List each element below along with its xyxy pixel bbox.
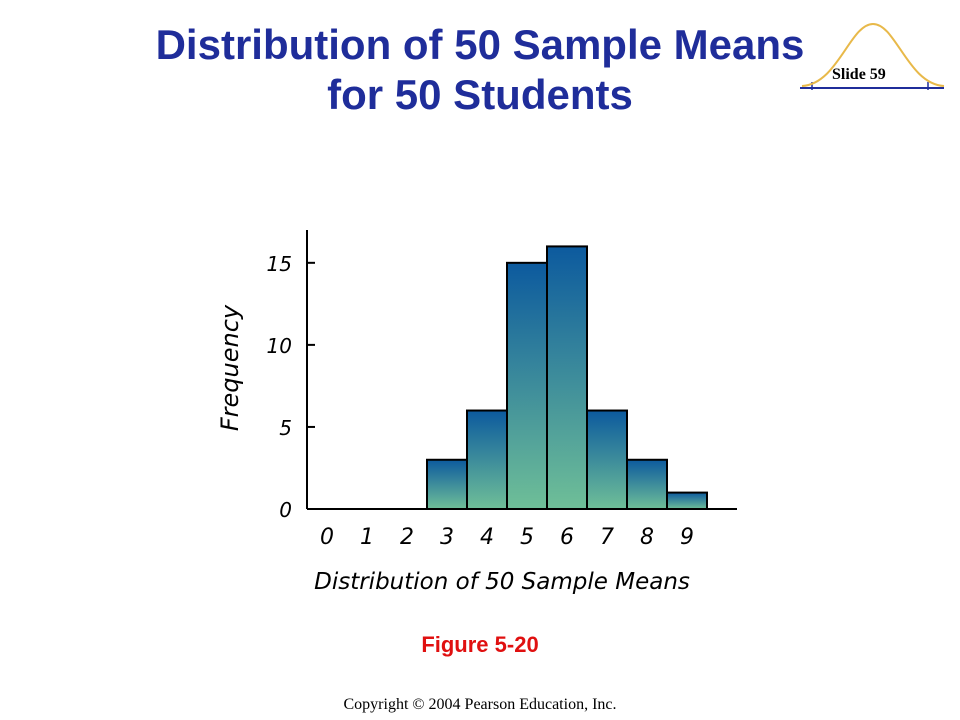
y-tick-label-0: 0 <box>279 498 292 522</box>
x-tick-label-2: 2 <box>400 525 414 550</box>
y-axis-ticks: 0 5 10 15 <box>267 252 315 522</box>
logo-bell-curve <box>801 22 945 87</box>
slide-number: Slide 59 <box>832 66 886 83</box>
x-tick-label-4: 4 <box>480 525 494 550</box>
x-tick-label-0: 0 <box>320 525 334 550</box>
bell-curve-logo-icon <box>800 22 945 90</box>
x-tick-label-8: 8 <box>640 525 654 550</box>
histogram-bar-5 <box>546 245 588 510</box>
figure-caption: Figure 5-20 <box>421 632 539 657</box>
x-axis-label: Distribution of 50 Sample Means <box>314 569 690 595</box>
y-axis-label: Frequency <box>216 304 244 431</box>
bar-group <box>426 245 708 511</box>
histogram-bar-6 <box>586 409 628 511</box>
slide-title-line-1: Distribution of 50 Sample Means <box>155 21 805 68</box>
x-tick-label-3: 3 <box>440 525 454 550</box>
copyright-footer: Copyright © 2004 Pearson Education, Inc. <box>343 696 617 713</box>
slide-title-line-2: for 50 Students <box>327 71 633 118</box>
y-tick-label-10: 10 <box>267 334 292 358</box>
x-tick-label-6: 6 <box>560 525 574 550</box>
x-tick-label-1: 1 <box>360 525 374 550</box>
y-tick-label-15: 15 <box>267 252 292 276</box>
histogram-bar-3 <box>466 409 508 511</box>
x-tick-label-9: 9 <box>680 525 694 550</box>
histogram-bar-2 <box>426 458 468 511</box>
histogram-bar-8 <box>666 491 708 510</box>
x-axis-ticks: 0 1 2 3 4 5 6 7 8 9 <box>320 525 694 550</box>
histogram-chart: 0 5 10 15 0 1 2 3 4 5 6 7 8 9 Frequency Distribution… <box>216 230 737 595</box>
slide-title: Distribution of 50 Sample Means for 50 S… <box>110 20 850 120</box>
x-tick-label-5: 5 <box>520 525 534 550</box>
x-tick-label-7: 7 <box>600 525 614 550</box>
histogram-bar-4 <box>506 261 548 510</box>
y-tick-label-5: 5 <box>279 416 292 440</box>
histogram-bar-7 <box>626 458 668 511</box>
